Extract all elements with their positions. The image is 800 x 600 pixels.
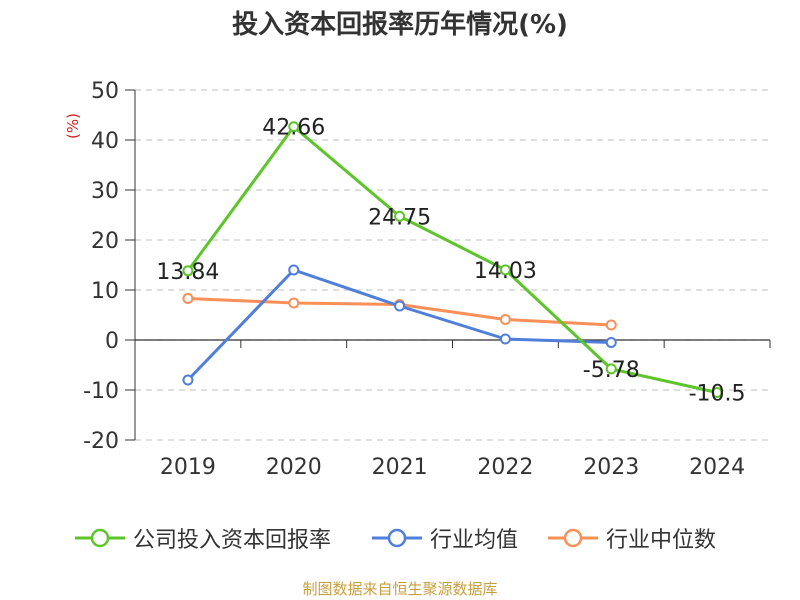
source-note: 制图数据来自恒生聚源数据库 [302,580,498,598]
x-tick-label: 2021 [372,455,428,480]
y-tick-label: 50 [91,79,119,104]
y-tick-label: 20 [91,229,119,254]
legend-marker-industry-mean [372,528,422,548]
legend-item-company-roic[interactable]: 公司投入资本回报率 [75,518,331,558]
chart-title: 投入资本回报率历年情况(%) [232,10,568,40]
data-point-1 [288,264,300,276]
data-labels: 13.84 42.66 24.75 14.03 -5.78 -10.5 [156,116,745,407]
data-point-2 [288,297,300,309]
x-tick-label: 2023 [583,455,639,480]
data-label: -5.78 [583,358,640,383]
data-label: 14.03 [474,259,537,284]
data-point-0 [605,363,617,375]
series-line-1 [186,268,612,382]
x-tick-label: 2020 [266,455,322,480]
x-tick-label: 2024 [689,455,745,480]
y-tick-label: -10 [83,379,119,404]
x-tick-label: 2022 [477,455,533,480]
data-point-0 [288,121,300,133]
data-point-1 [499,333,511,345]
legend-item-industry-mean[interactable]: 行业均值 [372,518,518,558]
data-label: -10.5 [689,382,746,407]
legend-marker-company-roic [75,528,125,548]
y-axis-label: (%) [64,113,82,139]
data-point-2 [605,319,617,331]
data-point-1 [182,374,194,386]
data-point-0 [711,387,723,398]
y-tick-label: 10 [91,279,119,304]
line-chart: -20 -10 0 10 20 30 40 50 2019 2020 2021 2022 2023 202… [64,79,771,480]
legend-label-company-roic: 公司投入资本回报率 [133,528,332,553]
legend: 公司投入资本回报率 行业均值 行业中位数 [0,518,800,558]
data-point-2 [499,314,511,325]
data-label: 13.84 [156,260,219,285]
axes: -20 -10 0 10 20 30 40 50 2019 2020 2021 2022 2023 202… [64,79,771,480]
data-label: 42.66 [262,116,325,141]
data-point-1 [605,337,617,348]
legend-item-industry-median[interactable]: 行业中位数 [548,518,716,558]
data-point-2 [182,293,194,304]
legend-label-industry-mean: 行业均值 [430,528,519,553]
series-lines [182,121,723,398]
data-point-0 [182,265,194,277]
y-tick-label: 40 [91,129,119,154]
y-tick-label: 0 [105,329,119,354]
y-tick-label: -20 [83,429,119,454]
data-label: 24.75 [368,205,431,230]
grid-lines [135,89,770,441]
data-point-0 [499,264,511,276]
data-point-1 [394,300,406,312]
data-point-0 [394,210,406,222]
legend-label-industry-median: 行业中位数 [606,528,717,553]
series-line-0 [186,125,718,394]
x-tick-label: 2019 [160,455,216,480]
y-tick-label: 30 [91,179,119,204]
legend-marker-industry-median [548,528,598,548]
